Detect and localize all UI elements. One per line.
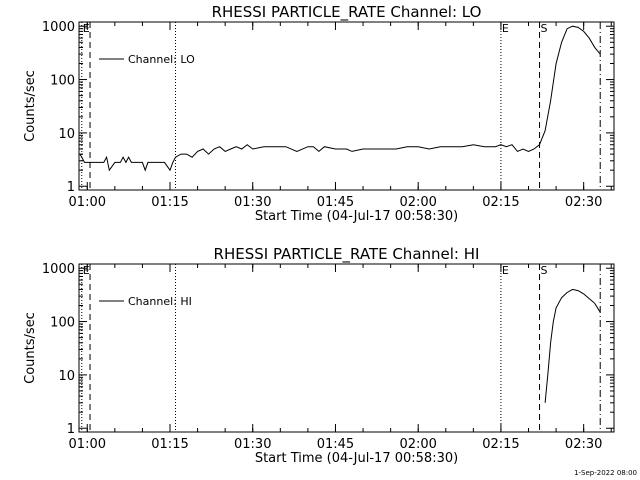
y-tick-label: 1 xyxy=(67,180,75,195)
footer-timestamp: 1-Sep-2022 08:00 xyxy=(574,469,637,477)
x-tick-label: 01:00 xyxy=(69,437,106,452)
x-tick-label: 01:00 xyxy=(69,195,106,210)
marker-label: E xyxy=(83,264,90,277)
series-line xyxy=(544,288,601,403)
x-tick-label: 01:30 xyxy=(234,437,271,452)
x-tick-label: 01:45 xyxy=(317,437,354,452)
legend-label: Channel: LO xyxy=(128,53,195,66)
y-tick-label: 1 xyxy=(67,422,75,437)
x-tick-label: 02:15 xyxy=(482,437,519,452)
marker-label: S xyxy=(541,264,548,277)
y-axis-label: Counts/sec xyxy=(23,312,38,384)
marker-label: E xyxy=(502,264,509,277)
x-tick-label: 01:15 xyxy=(151,195,188,210)
y-tick-label: 1000 xyxy=(42,20,75,35)
series-line xyxy=(79,25,601,172)
chart-title: RHESSI PARTICLE_RATE Channel: HI xyxy=(214,245,480,264)
y-tick-label: 100 xyxy=(50,74,75,89)
marker-label: S xyxy=(541,22,548,35)
panel-lo: RHESSI PARTICLE_RATE Channel: LO 1 10 100 10… xyxy=(23,3,615,224)
x-tick-label: 02:30 xyxy=(565,437,602,452)
x-tick-label: 02:30 xyxy=(565,195,602,210)
x-tick-label: 01:30 xyxy=(234,195,271,210)
y-tick-label: 10 xyxy=(58,369,75,384)
marker-label: E xyxy=(83,22,90,35)
y-tick-label: 100 xyxy=(50,316,75,331)
y-tick-label: 1000 xyxy=(42,262,75,277)
x-axis-label: Start Time (04-Jul-17 00:58:30) xyxy=(255,451,458,466)
x-tick-label: 01:15 xyxy=(151,437,188,452)
plot-frame xyxy=(78,21,615,191)
x-axis-label: Start Time (04-Jul-17 00:58:30) xyxy=(255,209,458,224)
plot-frame xyxy=(78,263,615,433)
chart-title: RHESSI PARTICLE_RATE Channel: LO xyxy=(212,3,482,22)
legend-label: Channel: HI xyxy=(128,295,192,308)
y-tick-label: 10 xyxy=(58,127,75,142)
marker-label: E xyxy=(502,22,509,35)
x-tick-label: 02:15 xyxy=(482,195,519,210)
panel-hi: RHESSI PARTICLE_RATE Channel: HI 1 10 100 10… xyxy=(23,245,615,466)
x-tick-label: 01:45 xyxy=(317,195,354,210)
y-axis-label: Counts/sec xyxy=(23,70,38,142)
x-tick-label: 02:00 xyxy=(399,437,436,452)
x-tick-label: 02:00 xyxy=(399,195,436,210)
